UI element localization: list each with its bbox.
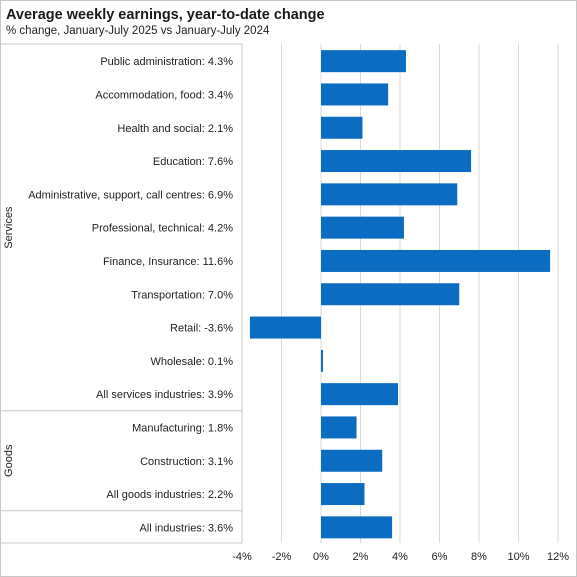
x-tick-label: -2%: [272, 551, 292, 563]
bar: [321, 83, 389, 106]
x-tick-label: 6%: [432, 551, 448, 563]
category-label: Accommodation, food: 3.4%: [95, 89, 233, 101]
category-label: All services industries: 3.9%: [96, 389, 233, 401]
category-label: Transportation: 7.0%: [131, 289, 233, 301]
bar: [321, 116, 363, 139]
category-label: Administrative, support, call centres: 6…: [28, 189, 233, 201]
chart-subtitle: % change, January-July 2025 vs January-J…: [6, 25, 270, 37]
x-axis-ticks: -4% -2% 0% 2% 4% 6% 8% 10% 12%: [232, 551, 569, 563]
category-label: Public administration: 4.3%: [100, 56, 233, 68]
category-label: Professional, technical: 4.2%: [92, 223, 233, 235]
bar: [249, 316, 321, 339]
group-label: Goods: [3, 444, 15, 477]
category-labels: Public administration: 4.3% Accommodation…: [28, 56, 233, 534]
group-brackets: Services Goods: [1, 43, 243, 544]
bar: [321, 449, 383, 472]
category-label: All goods industries: 2.2%: [106, 489, 233, 501]
bar: [321, 349, 323, 372]
x-tick-label: 0%: [313, 551, 329, 563]
category-label: Wholesale: 0.1%: [150, 356, 233, 368]
bar: [321, 249, 551, 272]
category-label: All industries: 3.6%: [139, 522, 233, 534]
bar: [321, 216, 404, 239]
bar: [321, 383, 399, 406]
group-label: Services: [3, 206, 15, 249]
x-tick-label: 10%: [507, 551, 529, 563]
bars: [249, 50, 551, 539]
bar: [321, 416, 357, 439]
category-label: Manufacturing: 1.8%: [132, 422, 233, 434]
bar: [321, 483, 365, 506]
chart-title: Average weekly earnings, year-to-date ch…: [6, 7, 325, 23]
bar: [321, 150, 472, 173]
bar: [321, 183, 458, 206]
x-tick-label: 4%: [392, 551, 408, 563]
category-label: Construction: 3.1%: [140, 456, 233, 468]
x-tick-label: -4%: [232, 551, 252, 563]
category-label: Finance, Insurance: 11.6%: [103, 256, 233, 268]
bar: [321, 516, 393, 539]
category-label: Health and social: 2.1%: [117, 123, 233, 135]
x-tick-label: 12%: [547, 551, 569, 563]
x-tick-label: 2%: [353, 551, 369, 563]
category-label: Education: 7.6%: [153, 156, 233, 168]
bar: [321, 50, 406, 73]
category-label: Retail: -3.6%: [170, 323, 233, 335]
bar: [321, 283, 460, 306]
x-tick-label: 8%: [471, 551, 487, 563]
